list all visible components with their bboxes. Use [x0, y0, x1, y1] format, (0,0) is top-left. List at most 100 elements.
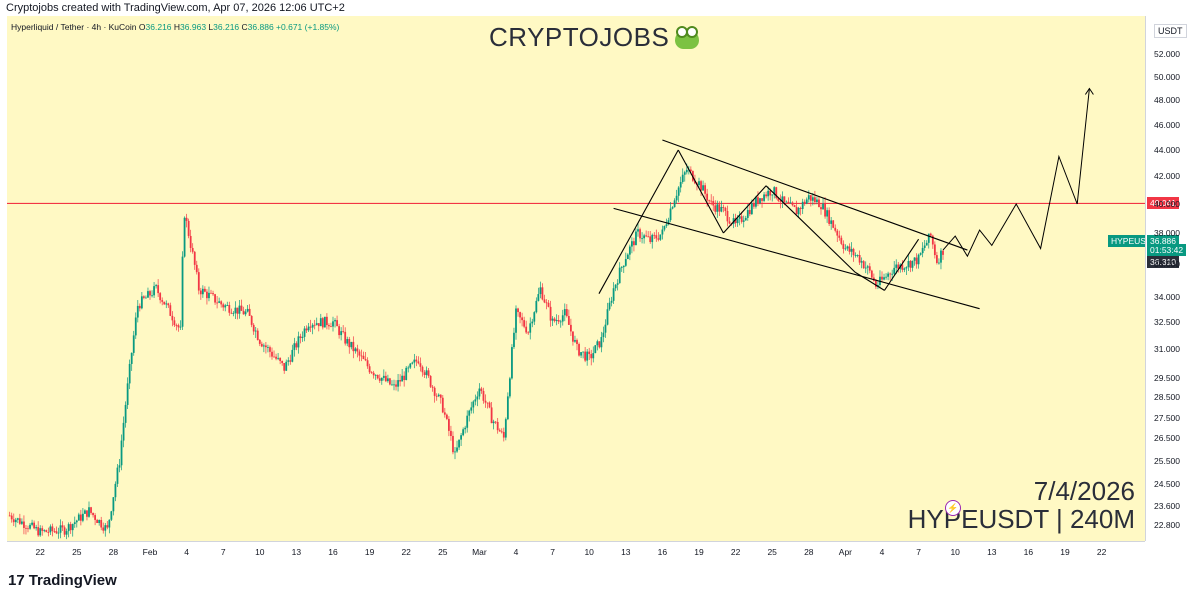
candle-body: [519, 312, 521, 318]
lightning-event-icon[interactable]: ⚡: [945, 500, 961, 516]
candle-body: [793, 205, 796, 207]
candle-body: [897, 264, 900, 269]
candle-body: [624, 259, 627, 266]
candle-body: [712, 201, 715, 206]
trend-line: [854, 271, 885, 291]
candle-body: [818, 199, 820, 208]
candle-body: [366, 360, 369, 367]
candle-body: [378, 378, 381, 381]
time-tick-label: 19: [364, 547, 375, 557]
price-tick-label: 24.500: [1154, 479, 1180, 489]
candle-body: [450, 430, 452, 436]
candle-body: [639, 229, 641, 239]
candle-body: [848, 246, 851, 252]
candle-body: [738, 216, 741, 219]
candle-body: [364, 358, 367, 361]
candle-body: [82, 513, 84, 521]
candle-body: [596, 341, 599, 346]
candle-body: [631, 241, 633, 247]
candle-body: [535, 300, 538, 313]
candle-body: [303, 328, 306, 337]
candle-body: [315, 323, 318, 325]
candle-body: [669, 208, 672, 221]
price-chart-svg[interactable]: [7, 16, 1145, 541]
candle-body: [116, 467, 119, 484]
candle-body: [29, 524, 31, 529]
candle-body: [374, 374, 377, 376]
legend-close-label: C: [241, 22, 248, 32]
candle-body: [875, 280, 877, 287]
candle-body: [96, 519, 99, 524]
candle-body: [147, 291, 149, 298]
candle-body: [515, 308, 517, 333]
candle-body: [460, 435, 462, 440]
candle-body: [862, 261, 865, 269]
price-tick-label: 32.500: [1154, 317, 1180, 327]
chart-plot-area[interactable]: Hyperliquid / Tether · 4h · KuCoin O36.2…: [7, 16, 1145, 541]
candle-body: [136, 305, 139, 318]
candle-body: [545, 302, 548, 304]
legend-high-label: H: [173, 22, 181, 32]
candle-body: [502, 431, 505, 438]
candle-body: [614, 284, 617, 289]
stamp-date: 7/4/2026: [1033, 476, 1135, 506]
time-tick-label: 16: [1023, 547, 1034, 557]
candle-body: [626, 254, 629, 260]
candle-body: [309, 326, 312, 328]
candle-body: [462, 429, 465, 436]
tradingview-logo-text: TradingView: [28, 572, 117, 589]
candle-body: [645, 235, 648, 237]
candle-body: [88, 507, 90, 517]
candle-body: [527, 332, 530, 334]
candle-body: [553, 318, 556, 322]
candle-body: [683, 172, 686, 175]
currency-selector[interactable]: USDT: [1154, 24, 1187, 38]
candle-body: [702, 185, 704, 191]
candle-body: [384, 375, 387, 382]
price-axis[interactable]: USDT 40.041 36.886 01:53:42 36.310 22.80…: [1145, 16, 1200, 541]
candle-body: [27, 528, 29, 530]
candle-body: [267, 347, 269, 348]
candle-body: [598, 341, 601, 348]
candle-body: [759, 198, 761, 204]
time-tick-label: 10: [584, 547, 594, 557]
candle-body: [256, 330, 259, 341]
candle-body: [478, 388, 481, 397]
candle-body: [328, 325, 330, 327]
candle-body: [134, 317, 137, 336]
time-tick-label: 4: [879, 547, 885, 557]
candle-body: [870, 270, 873, 278]
candle-body: [557, 320, 560, 322]
candle-body: [403, 375, 406, 380]
candle-body: [346, 339, 349, 344]
time-tick-label: 22: [401, 547, 411, 557]
candle-body: [582, 351, 584, 353]
tradingview-logo[interactable]: 17 TradingView: [8, 572, 117, 589]
candle-body: [600, 337, 603, 348]
time-tick-label: 13: [291, 547, 302, 557]
candle-body: [201, 288, 204, 295]
candle-body: [576, 340, 578, 345]
time-tick-label: 25: [72, 547, 82, 557]
candle-body: [71, 524, 74, 531]
candle-body: [277, 357, 279, 359]
candle-body: [842, 243, 845, 249]
candle-body: [269, 347, 271, 352]
time-tick-label: 19: [1060, 547, 1070, 557]
candle-body: [238, 305, 241, 314]
candle-body: [61, 525, 64, 528]
candle-body: [73, 522, 76, 525]
candle-body: [942, 250, 944, 255]
candle-body: [431, 386, 434, 388]
time-axis[interactable]: 22 25 28 Feb 4 7 10 13 16 19 22 25 Mar 4 7 10 13 16 19 22 25…: [7, 541, 1145, 564]
candle-body: [405, 367, 408, 380]
candle-body: [470, 407, 473, 411]
time-tick-label: 13: [621, 547, 631, 557]
candle-body: [23, 521, 25, 528]
candle-body: [421, 366, 424, 373]
trend-line: [722, 185, 767, 234]
candle-body: [854, 255, 857, 256]
candle-body: [321, 318, 324, 328]
candle-body: [468, 410, 471, 416]
candle-body: [472, 401, 475, 408]
